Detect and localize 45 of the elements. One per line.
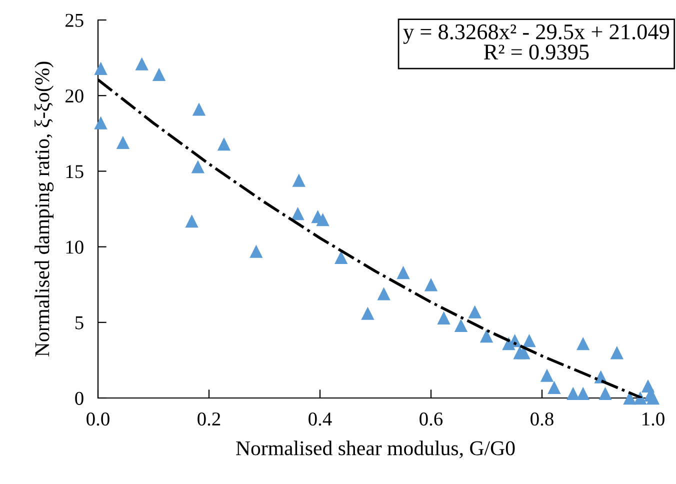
point bbox=[94, 116, 108, 130]
point bbox=[396, 266, 410, 280]
point bbox=[610, 346, 624, 360]
point bbox=[192, 102, 206, 116]
point bbox=[316, 212, 330, 226]
y-axis-title: Normalised damping ratio, ξ-ξo(%) bbox=[34, 62, 54, 357]
point bbox=[437, 311, 450, 324]
point bbox=[191, 160, 204, 174]
point bbox=[454, 318, 468, 332]
point bbox=[135, 57, 148, 70]
point bbox=[334, 250, 348, 264]
point bbox=[152, 68, 166, 82]
x-axis-title: Normalised shear modulus, G/G0 bbox=[236, 440, 515, 458]
point bbox=[116, 136, 130, 150]
y-tick-label: 10 bbox=[66, 240, 84, 254]
point bbox=[424, 278, 438, 292]
point bbox=[377, 287, 390, 300]
point bbox=[361, 306, 374, 320]
y-tick-label: 15 bbox=[66, 165, 84, 178]
point bbox=[250, 244, 263, 258]
y-tick-label: 25 bbox=[66, 14, 84, 27]
y-tick-label: 0 bbox=[75, 392, 84, 405]
x-tick-label: 0.4 bbox=[308, 412, 332, 426]
point bbox=[480, 329, 494, 343]
x-tick-label: 1.0 bbox=[642, 412, 664, 426]
point bbox=[94, 62, 108, 75]
x-tick-label: 0.2 bbox=[198, 412, 220, 426]
point bbox=[291, 206, 304, 220]
point bbox=[540, 368, 554, 382]
y-tick-label: 20 bbox=[66, 89, 84, 103]
point bbox=[548, 380, 561, 394]
point bbox=[576, 336, 590, 350]
x-tick-label: 0.8 bbox=[530, 412, 554, 426]
point bbox=[576, 386, 590, 400]
x-tick-label: 0.6 bbox=[420, 412, 443, 426]
point bbox=[468, 305, 482, 318]
annotation: y = 8.3268x² - 29.5x + 21.049 R² = 0.9395 bbox=[403, 24, 669, 60]
y-tick-label: 5 bbox=[76, 316, 84, 330]
point bbox=[217, 137, 231, 151]
point bbox=[185, 214, 198, 228]
x-tick-label: 0.0 bbox=[86, 412, 110, 426]
point bbox=[292, 174, 306, 187]
point bbox=[598, 386, 612, 400]
point bbox=[566, 386, 580, 400]
point bbox=[522, 334, 536, 348]
